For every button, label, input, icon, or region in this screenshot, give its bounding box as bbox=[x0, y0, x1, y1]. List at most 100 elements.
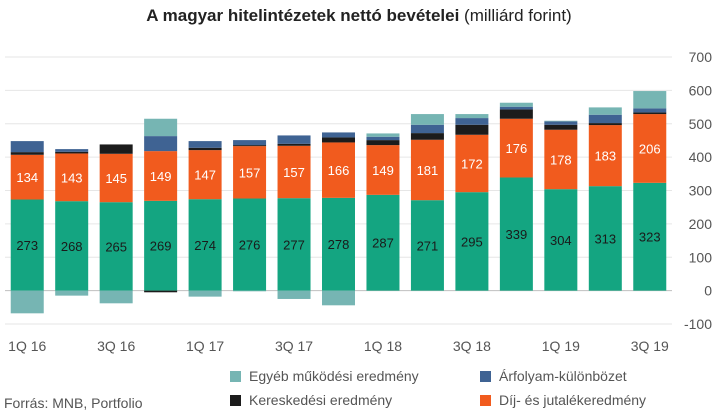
x-tick-label: 3Q 18 bbox=[453, 338, 491, 354]
bar-segment bbox=[544, 189, 578, 291]
bar-segment bbox=[10, 199, 44, 291]
legend-swatch bbox=[480, 394, 491, 406]
data-label: 145 bbox=[105, 171, 127, 186]
source-note: Forrás: MNB, Portfolio bbox=[4, 395, 143, 411]
legend-item: Egyéb működési eredmény bbox=[230, 368, 419, 384]
legend-item: Díj- és jutalékeredmény bbox=[480, 392, 646, 408]
bar-segment bbox=[410, 133, 444, 140]
data-label: 176 bbox=[506, 141, 528, 156]
data-label: 276 bbox=[239, 238, 261, 253]
x-tick-label: 1Q 18 bbox=[364, 338, 402, 354]
bar-segment bbox=[55, 151, 89, 154]
data-label: 178 bbox=[550, 152, 572, 167]
bar-segment bbox=[188, 150, 222, 200]
x-tick-label: 1Q 19 bbox=[542, 338, 580, 354]
bar-segment bbox=[410, 114, 444, 125]
bar-segment bbox=[455, 192, 489, 291]
y-tick-label: 300 bbox=[689, 183, 713, 199]
bar-segment bbox=[233, 290, 267, 292]
bar-segment bbox=[544, 120, 578, 122]
data-label: 304 bbox=[550, 233, 572, 248]
legend-swatch bbox=[230, 394, 241, 406]
y-tick-label: 400 bbox=[689, 149, 713, 165]
bar-segment bbox=[544, 129, 578, 190]
legend-swatch bbox=[480, 370, 491, 382]
bar-segment bbox=[322, 290, 355, 306]
data-label: 134 bbox=[16, 170, 38, 185]
bar-segment bbox=[366, 145, 400, 195]
data-label: 287 bbox=[372, 236, 394, 251]
legend-label: Kereskedési eredmény bbox=[249, 392, 393, 408]
bar-segment bbox=[544, 124, 578, 130]
bar-segment bbox=[99, 202, 133, 291]
bar-segment bbox=[10, 290, 44, 314]
data-label: 147 bbox=[194, 168, 216, 183]
bar-segment bbox=[366, 140, 400, 146]
bar-segment bbox=[633, 108, 667, 113]
data-label: 183 bbox=[594, 149, 616, 164]
x-tick-label: 3Q 19 bbox=[631, 338, 669, 354]
bar-segment bbox=[499, 177, 533, 291]
bar-segment bbox=[144, 290, 178, 293]
bar-segment bbox=[10, 141, 44, 153]
bar-segment bbox=[277, 143, 311, 146]
bar-segment bbox=[544, 121, 578, 125]
data-label: 278 bbox=[328, 237, 350, 252]
data-label: 323 bbox=[639, 230, 661, 245]
data-label: 157 bbox=[283, 165, 305, 180]
legend-item: Kereskedési eredmény bbox=[230, 392, 392, 408]
bar-segment bbox=[55, 149, 89, 152]
bar-segment bbox=[277, 145, 311, 199]
bar-segment bbox=[277, 135, 311, 144]
bar-segment bbox=[455, 114, 489, 119]
bar-segment bbox=[588, 125, 622, 187]
legend-label: Egyéb működési eredmény bbox=[249, 368, 419, 384]
bar-segment bbox=[588, 107, 622, 115]
data-label: 268 bbox=[61, 239, 83, 254]
bar-segment bbox=[588, 186, 622, 291]
bar-segment bbox=[55, 290, 89, 296]
bar-segment bbox=[144, 200, 178, 291]
bar-segment bbox=[366, 136, 400, 141]
data-label: 181 bbox=[417, 163, 439, 178]
bar-segment bbox=[455, 118, 489, 125]
bar-segment bbox=[99, 290, 133, 304]
bar-segment bbox=[233, 146, 267, 199]
y-tick-label: 200 bbox=[689, 216, 713, 232]
data-label: 271 bbox=[417, 238, 439, 253]
data-label: 149 bbox=[150, 169, 172, 184]
x-tick-label: 3Q 16 bbox=[97, 338, 135, 354]
bar-segment bbox=[277, 290, 311, 299]
bar-segment bbox=[499, 118, 533, 178]
bar-segment bbox=[410, 139, 444, 201]
legend-swatch bbox=[230, 370, 241, 382]
chart-title: A magyar hitelintézetek nettó bevételei … bbox=[0, 6, 718, 26]
x-tick-label: 1Q 17 bbox=[186, 338, 224, 354]
bar-segment bbox=[633, 91, 667, 109]
bar-segment bbox=[144, 136, 178, 152]
bar-segment bbox=[322, 142, 355, 198]
legend-label: Árfolyam-különbözet bbox=[499, 368, 627, 384]
bar-segment bbox=[633, 182, 667, 291]
bar-segment bbox=[55, 153, 89, 202]
bar-segment bbox=[633, 112, 667, 115]
data-label: 166 bbox=[328, 163, 350, 178]
chart-title-main: A magyar hitelintézetek nettó bevételei bbox=[146, 6, 460, 25]
data-label: 295 bbox=[461, 234, 483, 249]
data-label: 269 bbox=[150, 239, 172, 254]
bar-segment bbox=[455, 134, 489, 193]
y-tick-label: 100 bbox=[689, 249, 713, 265]
y-tick-label: 600 bbox=[689, 82, 713, 98]
bar-segment bbox=[144, 118, 178, 137]
bar-segment bbox=[366, 133, 400, 137]
data-label: 313 bbox=[594, 231, 616, 246]
y-tick-label: 500 bbox=[689, 116, 713, 132]
y-tick-label: 700 bbox=[689, 49, 713, 65]
bar-segment bbox=[233, 145, 267, 147]
bar-segment bbox=[499, 109, 533, 119]
x-tick-label: 1Q 16 bbox=[8, 338, 46, 354]
bar-segment bbox=[55, 201, 89, 291]
bar-segment bbox=[588, 114, 622, 124]
bar-segment bbox=[455, 124, 489, 135]
